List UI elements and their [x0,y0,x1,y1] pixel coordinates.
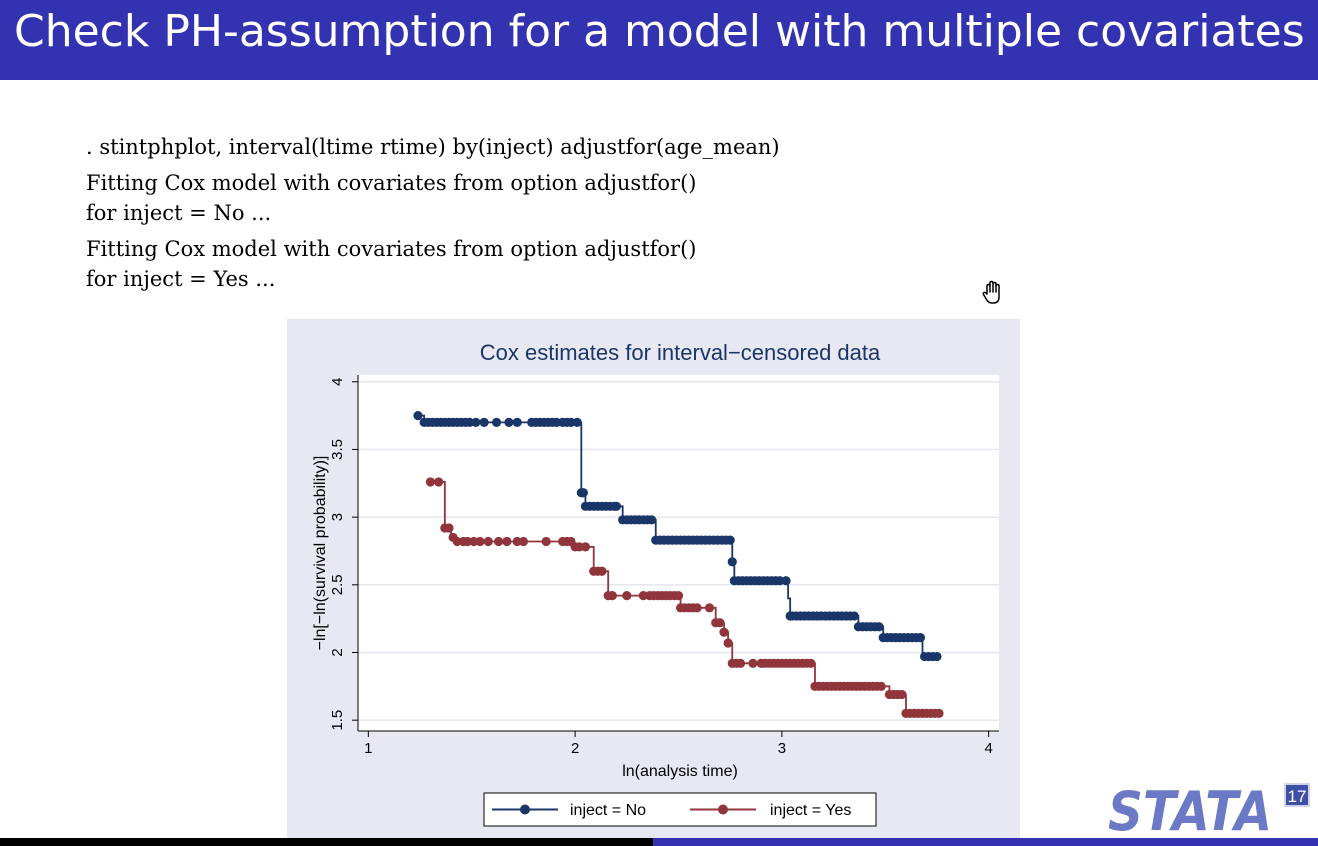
x-tick-label: 4 [984,740,992,757]
series-point-1 [748,658,758,668]
series-point-1 [897,689,907,700]
legend-label-no: inject = No [570,802,646,819]
series-point-1 [444,523,454,533]
series-point-1 [483,536,493,547]
chart-title: Cox estimates for interval−censored data [480,340,881,365]
code-line-command: . stintphplot, interval(ltime rtime) by(… [86,135,780,159]
series-point-0 [512,417,522,427]
y-tick-label: 4 [329,378,346,386]
y-tick-label: 3.5 [329,439,346,460]
series-point-0 [915,633,926,643]
hand-cursor-icon [982,280,1000,304]
series-point-1 [541,536,551,547]
code-line-output: Fitting Cox model with covariates from o… [86,237,697,261]
series-point-0 [572,417,582,427]
series-point-1 [622,591,632,601]
series-point-1 [580,542,591,552]
plot-region [358,375,999,731]
code-line-output: Fitting Cox model with covariates from o… [86,171,697,195]
series-point-0 [471,417,481,427]
version-badge: 17 [1284,783,1310,807]
series-point-0 [504,417,514,427]
series-point-1 [806,658,816,668]
x-tick-label: 2 [571,740,579,757]
series-point-0 [578,488,588,498]
series-point-1 [607,591,617,601]
series-point-0 [479,417,489,427]
y-axis-label: −ln[−ln(survival probability)] [312,456,329,651]
stata-logo-text: STATA [1108,782,1272,834]
y-tick-label: 2 [329,648,346,656]
series-point-0 [611,501,622,511]
legend-marker-yes [718,804,728,815]
series-point-1 [876,681,886,691]
legend: inject = No inject = Yes [483,792,877,827]
series-point-1 [673,591,684,601]
series-point-1 [723,638,733,648]
series-point-1 [692,603,702,613]
series-point-1 [434,477,444,487]
series-point-0 [491,417,502,427]
x-tick-label: 1 [364,740,372,757]
km-chart: 1.5 2 2.5 3 3.5 4 1 2 3 4 Cox estimates for inter… [312,340,999,827]
x-axis-label: ln(analysis time) [622,763,738,780]
code-line-output: for inject = Yes ... [86,267,276,291]
series-point-1 [735,658,746,668]
slide-title: Check PH-assumption for a model with mul… [14,6,1305,57]
code-line-output: for inject = No ... [86,201,272,225]
y-tick-label: 3 [329,513,346,521]
legend-label-yes: inject = Yes [770,802,851,819]
legend-marker-no [520,804,530,815]
series-point-1 [597,566,607,576]
series-point-0 [725,535,735,545]
y-tick-label: 2.5 [329,574,346,595]
series-point-1 [494,536,504,547]
series-point-0 [849,611,859,621]
y-tick-label: 1.5 [329,710,346,731]
series-point-1 [475,536,485,547]
series-point-1 [704,603,715,613]
series-point-1 [502,536,512,547]
series-point-0 [874,622,884,632]
series-point-1 [719,627,729,637]
series-point-0 [932,651,942,662]
bottom-bar [0,838,1318,846]
series-point-0 [727,557,737,567]
series-point-1 [518,536,529,547]
series-point-0 [781,576,791,586]
series-point-0 [647,515,657,525]
series-point-1 [934,708,944,719]
series-point-1 [715,618,725,628]
series-point-0 [413,411,423,421]
chart-panel: 1.5 2 2.5 3 3.5 4 1 2 3 4 Cox estimates for inter… [287,319,1020,840]
stata-logo: STATA [1108,782,1272,834]
slide-title-bar: Check PH-assumption for a model with mul… [0,0,1318,80]
x-tick-label: 3 [778,740,786,757]
series-point-1 [425,477,435,487]
